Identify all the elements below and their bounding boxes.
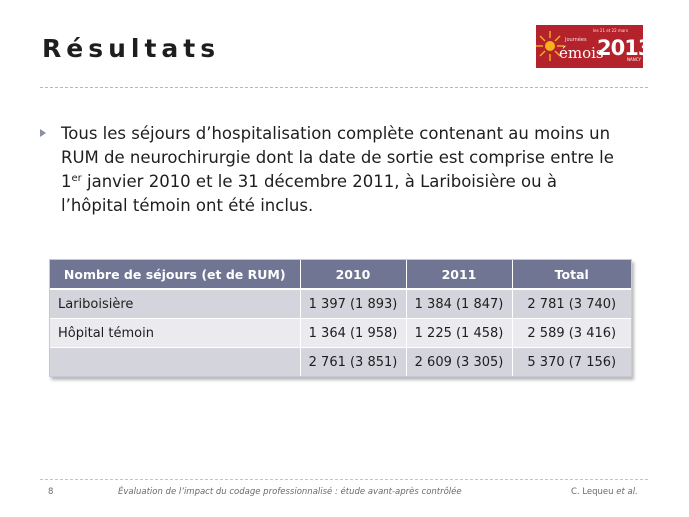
table-cell: 1 364 (1 958): [300, 318, 407, 348]
logo-city: NANCY: [627, 57, 641, 62]
bullet-line-1: Tous les séjours d’hospitalisation compl…: [61, 124, 611, 143]
logo-journees: Journées: [565, 37, 587, 43]
table-cell: 1 384 (1 847): [406, 288, 513, 319]
row-label: Hôpital témoin: [50, 318, 301, 348]
table-row: Lariboisière 1 397 (1 893) 1 384 (1 847)…: [50, 288, 631, 319]
results-table: Nombre de séjours (et de RUM) 2010 2011 …: [49, 259, 632, 377]
table-cell: 2 761 (3 851): [300, 347, 407, 376]
footer-title: Évaluation de l’impact du codage profess…: [118, 487, 462, 497]
logo-emois: émois: [559, 44, 604, 62]
page-number: 8: [48, 487, 54, 497]
bullet-paragraph: Tous les séjours d’hospitalisation compl…: [61, 122, 681, 218]
table-cell: 1 397 (1 893): [300, 288, 407, 319]
table-cell: 2 781 (3 740): [512, 288, 631, 319]
logo-year: 2013: [597, 36, 643, 60]
sun-icon: [536, 31, 564, 61]
bullet-line-4: l’hôpital témoin ont été inclus.: [61, 196, 314, 215]
title-divider: [40, 87, 648, 88]
table-cell: 5 370 (7 156): [512, 347, 631, 376]
bullet-line-2: RUM de neurochirurgie dont la date de so…: [61, 148, 614, 167]
slide-title: Résultats: [42, 34, 221, 63]
footer-author-name: C. Lequeu: [571, 487, 617, 497]
bullet-superscript: er: [71, 173, 82, 184]
footer-etal: et al.: [616, 487, 638, 497]
triangle-bullet-icon: [40, 129, 46, 137]
header-cell-total: Total: [512, 260, 631, 290]
header-cell-2010: 2010: [300, 260, 407, 290]
bullet-line-3-end: janvier 2010 et le 31 décembre 2011, à L…: [81, 172, 557, 191]
table-row: Hôpital témoin 1 364 (1 958) 1 225 (1 45…: [50, 318, 631, 348]
table-cell: 2 589 (3 416): [512, 318, 631, 348]
table-cell: 2 609 (3 305): [406, 347, 513, 376]
emois-logo: Journées émois les 21 et 22 mars 2013 NA…: [536, 25, 643, 68]
bullet-line-3: 1er janvier 2010 et le 31 décembre 2011,…: [61, 170, 681, 194]
header-cell-label: Nombre de séjours (et de RUM): [50, 260, 301, 290]
row-label: Lariboisière: [50, 288, 301, 319]
logo-dates: les 21 et 22 mars: [593, 28, 629, 33]
bullet-line-3-start: 1: [61, 172, 72, 191]
header-cell-2011: 2011: [406, 260, 513, 290]
footer-author: C. Lequeu et al.: [571, 487, 638, 497]
table-row-total: 2 761 (3 851) 2 609 (3 305) 5 370 (7 156…: [50, 347, 631, 376]
row-label: [50, 347, 301, 376]
footer-divider: [40, 479, 648, 480]
table-header-row: Nombre de séjours (et de RUM) 2010 2011 …: [50, 260, 631, 290]
table-cell: 1 225 (1 458): [406, 318, 513, 348]
